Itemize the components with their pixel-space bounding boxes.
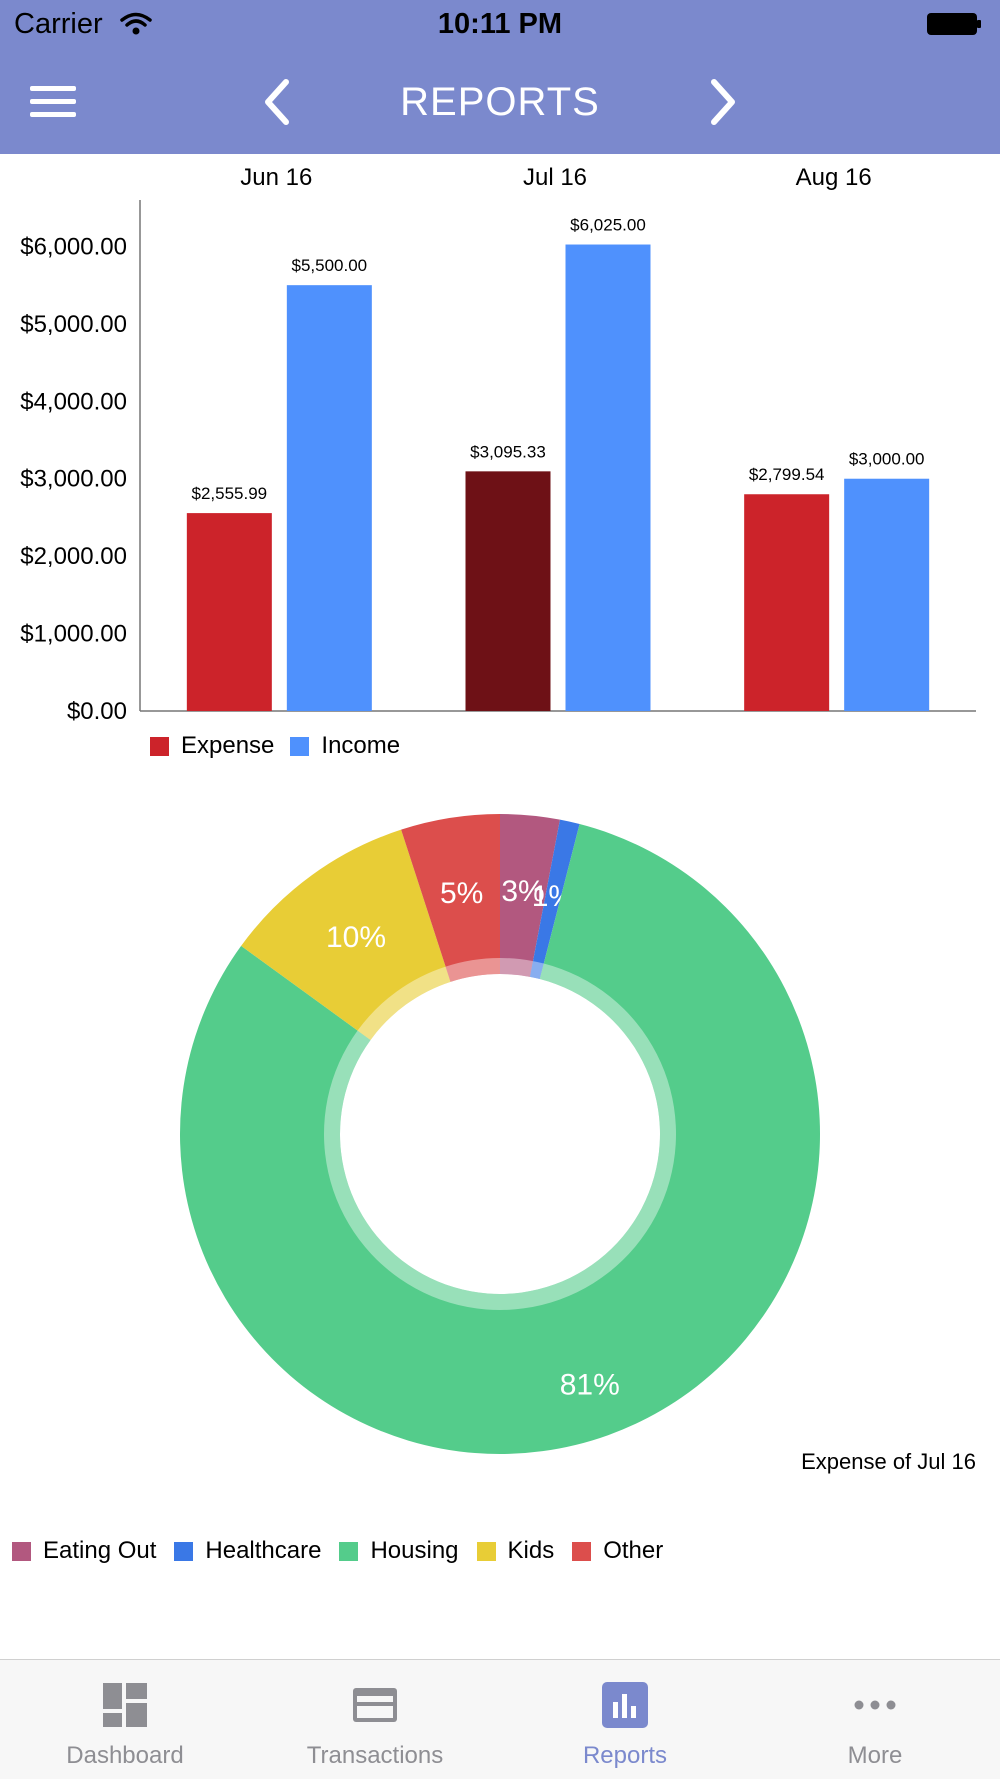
y-tick-label: $3,000.00	[20, 466, 127, 493]
slice-kids[interactable]	[241, 829, 451, 1040]
x-tick-label-jul-16: Jul 16	[523, 164, 587, 191]
bar-income-jul-16[interactable]	[565, 244, 651, 712]
legend-label-housing: Housing	[370, 1537, 459, 1564]
income-expense-bar-chart[interactable]: $0.00 $1,000.00 $2,000.00 $3,000.00 $4,000.0…	[0, 154, 1000, 724]
legend-swatch-income	[290, 736, 310, 756]
bar-income-aug-16[interactable]	[844, 478, 930, 711]
data-label-expense-jun-16: $2,555.99	[192, 484, 268, 503]
tab-dashboard[interactable]: Dashboard	[0, 1660, 250, 1779]
dashboard-icon	[103, 1683, 147, 1727]
slice-label-kids: 10%	[326, 921, 386, 954]
legend-swatch-healthcare	[174, 1541, 194, 1561]
data-label-income-aug-16: $3,000.00	[849, 450, 925, 469]
tab-transactions[interactable]: Transactions	[250, 1660, 500, 1779]
hamburger-menu-icon[interactable]	[30, 82, 76, 122]
bar-income-jun-16[interactable]	[286, 285, 372, 711]
legend-swatch-kids	[476, 1541, 496, 1561]
legend-label-income: Income	[321, 732, 401, 759]
slice-inner-ring-other	[445, 958, 500, 982]
carrier-label: Carrier	[14, 8, 103, 40]
chevron-right-icon[interactable]	[700, 76, 744, 128]
bar-chart-legend: Expense Income	[150, 732, 416, 760]
legend-eating-out: Eating Out	[12, 1537, 156, 1565]
legend-label-healthcare: Healthcare	[205, 1537, 322, 1564]
page-title: REPORTS	[400, 80, 600, 124]
more-dots-icon	[854, 1700, 896, 1710]
legend-healthcare: Healthcare	[174, 1537, 321, 1565]
legend-label-eating-out: Eating Out	[43, 1537, 157, 1564]
y-tick-label: $2,000.00	[20, 543, 127, 570]
slice-housing[interactable]	[179, 824, 821, 1454]
tab-label-dashboard: Dashboard	[66, 1742, 184, 1769]
legend-expense: Expense	[150, 732, 274, 760]
tab-more[interactable]: More	[750, 1660, 1000, 1779]
legend-swatch-eating-out	[12, 1541, 31, 1561]
legend-label-expense: Expense	[181, 732, 275, 759]
legend-swatch-housing	[339, 1541, 359, 1561]
data-label-expense-aug-16: $2,799.54	[749, 465, 825, 484]
tab-label-more: More	[847, 1742, 903, 1769]
y-tick-label: $4,000.00	[20, 388, 127, 415]
donut-chart-legend: Eating Out Healthcare Housing Kids Other	[12, 1537, 681, 1565]
bar-chart-icon	[602, 1682, 648, 1728]
legend-income: Income	[290, 732, 400, 760]
slice-inner-ring-kids	[357, 966, 451, 1040]
navigation-header: Carrier 10:11 PM REPORTS	[0, 0, 1000, 154]
slice-inner-ring-eating-out	[500, 958, 533, 977]
x-tick-label-jun-16: Jun 16	[240, 164, 312, 191]
y-tick-label: $1,000.00	[20, 621, 127, 648]
status-time: 10:11 PM	[437, 8, 563, 40]
legend-kids: Kids	[476, 1537, 555, 1565]
tab-reports[interactable]: Reports	[500, 1660, 750, 1779]
y-tick-label: $5,000.00	[20, 311, 127, 338]
slice-inner-ring-healthcare	[529, 961, 544, 980]
tab-bar: Dashboard Transactions Reports More	[0, 1659, 1000, 1779]
donut-caption: Expense of Jul 16	[801, 1449, 976, 1474]
card-icon	[353, 1688, 397, 1722]
slice-label-other: 5%	[440, 877, 483, 910]
y-tick-label: $0.00	[67, 698, 127, 724]
tab-label-reports: Reports	[582, 1742, 668, 1769]
wifi-icon	[120, 12, 152, 35]
chevron-left-icon[interactable]	[256, 76, 300, 128]
legend-label-other: Other	[603, 1537, 664, 1564]
tab-label-transactions: Transactions	[306, 1742, 444, 1769]
x-tick-label-aug-16: Aug 16	[796, 164, 872, 191]
slice-healthcare[interactable]	[529, 819, 580, 980]
battery-icon	[927, 13, 981, 35]
bar-expense-jun-16[interactable]	[186, 513, 272, 711]
data-label-income-jul-16: $6,025.00	[570, 216, 646, 235]
expense-donut-chart[interactable]: 3%1%81%10%5%	[0, 780, 1000, 1460]
data-label-expense-jul-16: $3,095.33	[470, 442, 546, 461]
bar-expense-aug-16[interactable]	[744, 494, 830, 711]
data-label-income-jun-16: $5,500.00	[292, 256, 368, 275]
slice-other[interactable]	[401, 814, 500, 982]
legend-swatch-expense	[150, 736, 169, 756]
slice-label-housing: 81%	[560, 1368, 620, 1401]
slice-label-eating-out: 3%	[501, 875, 544, 908]
legend-swatch-other	[572, 1541, 592, 1561]
legend-label-kids: Kids	[507, 1537, 555, 1564]
y-tick-label: $6,000.00	[20, 233, 127, 260]
bar-expense-jul-16[interactable]	[465, 471, 551, 711]
slice-eating-out[interactable]	[500, 814, 560, 977]
legend-other: Other	[572, 1537, 663, 1565]
legend-housing: Housing	[339, 1537, 459, 1565]
